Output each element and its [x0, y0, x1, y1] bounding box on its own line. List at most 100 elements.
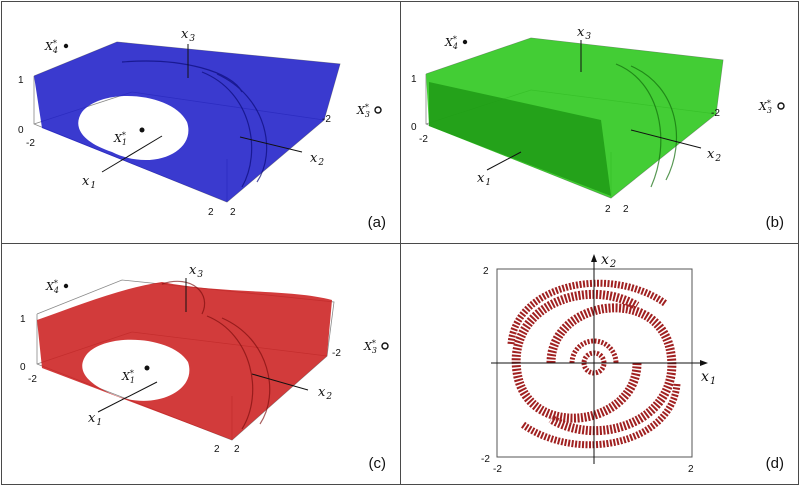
svg-text:x3: x3: [181, 27, 195, 44]
x2-axis-line: [251, 373, 309, 391]
tick-1: 1: [18, 75, 24, 86]
x3-label: x: [189, 263, 197, 278]
x4-sup: *: [453, 35, 457, 44]
svg-text:X*1: X* 1: [121, 369, 135, 385]
attractor-bands: [161, 280, 271, 430]
panel-b: x3 x1 x2 X* 4 X* 3 1 0 -2 -2 2 2 (b): [400, 1, 799, 244]
tick-2b: 2: [623, 204, 629, 215]
x3-label: x: [181, 27, 189, 42]
svg-text:X*4: X* 4: [45, 279, 59, 295]
x3-sub: 3: [197, 270, 203, 280]
tick-neg2-left: -2: [26, 138, 35, 149]
x1p-sup: *: [122, 131, 126, 140]
svg-text:x1: x1: [701, 369, 716, 387]
svg-text:x1: x1: [477, 171, 491, 188]
svg-text:X*1: X* 1: [113, 131, 127, 147]
x1-axis-arrow: [700, 360, 708, 366]
svg-text:x3: x3: [577, 25, 591, 42]
x3-point-label: X: [363, 340, 373, 353]
point-x3: [374, 106, 382, 114]
x1-sub: 1: [90, 181, 96, 191]
tick-0: 0: [18, 125, 24, 136]
svg-text:x2: x2: [707, 147, 721, 164]
attractor-bands: [615, 63, 677, 188]
svg-text:x1: x1: [82, 174, 96, 191]
panel-a-label: (a): [367, 214, 386, 231]
point-x4: [63, 283, 69, 289]
x4-sub: 4: [53, 286, 59, 295]
x1-label: x: [88, 411, 96, 426]
point-x1: [144, 365, 150, 371]
svg-text:x3: x3: [189, 263, 203, 280]
svg-text:X*3: X* 3: [363, 339, 377, 355]
svg-text:X*4: X* 4: [44, 39, 58, 55]
x2-sub: 2: [714, 154, 721, 164]
x1-sub: 1: [710, 376, 716, 387]
svg-text:X*3: X* 3: [758, 99, 772, 115]
tick-bottom: -2: [481, 454, 490, 465]
x1p-sup: *: [130, 369, 134, 378]
x3-point-label: X: [356, 104, 366, 117]
tick-2a: 2: [605, 204, 611, 215]
attractor-surface: [34, 42, 340, 202]
panel-a-plot: x3 x1 x2 X* 4 X* 3 X* 1 1 0 -2 -2 2 2: [18, 27, 382, 218]
x3p-sup: *: [372, 339, 376, 348]
x2-label: x: [601, 252, 609, 268]
x2-label: x: [318, 385, 326, 400]
tick-2b: 2: [230, 207, 236, 218]
svg-text:x2: x2: [310, 151, 324, 168]
x3p-sup: *: [365, 103, 369, 112]
x4-sup: *: [53, 39, 57, 48]
panel-b-plot: x3 x1 x2 X* 4 X* 3 1 0 -2 -2 2 2: [411, 25, 785, 215]
attractor-surface: [37, 282, 332, 440]
x1-point-label: X: [113, 132, 123, 145]
point-x1: [139, 127, 145, 133]
tick-2b: 2: [234, 444, 240, 455]
x1-label: x: [477, 171, 485, 186]
point-x4: [462, 39, 468, 45]
x3p-sub: 3: [365, 110, 370, 119]
point-x4: [63, 43, 69, 49]
svg-text:x2: x2: [601, 252, 616, 270]
tick-right: 2: [688, 464, 694, 475]
svg-text:x2: x2: [318, 385, 332, 402]
tick-top: 2: [483, 266, 489, 277]
tick-left: -2: [493, 464, 502, 475]
panel-d-plot: x2 x1 2 -2 -2 2: [481, 252, 716, 475]
x4-point-label: X: [44, 40, 54, 53]
x1-label: x: [701, 369, 709, 385]
x1-axis-line: [486, 151, 522, 171]
tick-1: 1: [411, 74, 417, 85]
x4-sub: 4: [52, 46, 58, 55]
x2-axis-line: [630, 129, 702, 149]
x2-sub: 2: [609, 259, 616, 270]
x4-point-label: X: [45, 280, 55, 293]
point-x3: [777, 102, 785, 110]
x3p-sub: 3: [767, 106, 772, 115]
x2-axis-line: [239, 136, 303, 153]
tick-2a: 2: [214, 444, 220, 455]
x2-sub: 2: [317, 158, 324, 168]
panel-b-label: (b): [765, 214, 784, 231]
x1-axis-line: [101, 135, 163, 173]
tick-0: 0: [411, 122, 417, 133]
x2-label: x: [310, 151, 318, 166]
x1-label: x: [82, 174, 90, 189]
x3-sub: 3: [585, 32, 591, 42]
x2-label: x: [707, 147, 715, 162]
svg-text:x1: x1: [88, 411, 102, 428]
attractor-front-face: [429, 82, 611, 196]
x3-label: x: [577, 25, 585, 40]
panel-c-label: (c): [368, 455, 387, 472]
x1-sub: 1: [485, 178, 491, 188]
x1-sub: 1: [96, 418, 102, 428]
point-x3: [381, 342, 389, 350]
panel-a: x3 x1 x2 X* 4 X* 3 X* 1 1 0 -2 -2 2 2 (a): [1, 1, 401, 244]
x4-point-label: X: [444, 36, 454, 49]
x2-axis-arrow: [591, 254, 597, 262]
spiral-attractor: [507, 279, 681, 449]
x1p-sub: 1: [130, 376, 135, 385]
tick-1: 1: [20, 314, 26, 325]
tick-neg2-left: -2: [419, 134, 428, 145]
